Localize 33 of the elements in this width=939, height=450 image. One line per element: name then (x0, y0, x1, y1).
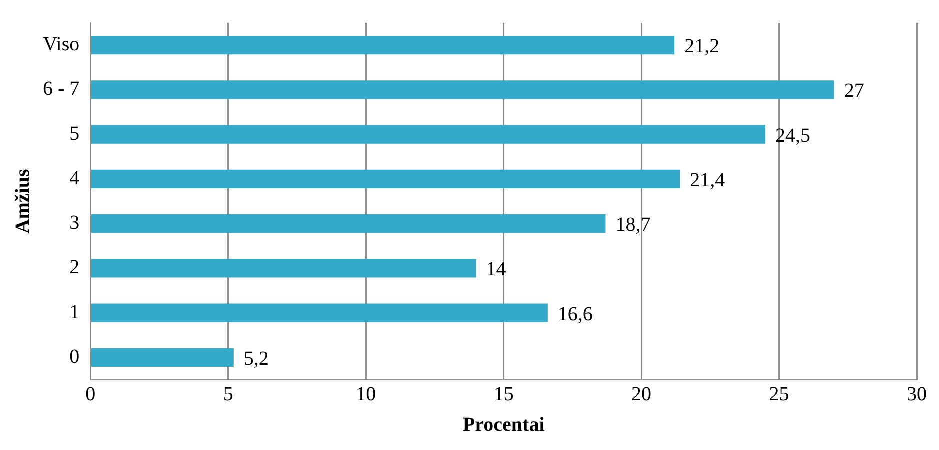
y-axis-title: Amžius (12, 169, 34, 234)
y-tick-label: 5 (70, 122, 80, 145)
data-label: 21,4 (690, 169, 726, 192)
bar (91, 304, 548, 322)
y-tick-label: 1 (70, 301, 80, 324)
y-tick-label: Viso (43, 34, 80, 56)
x-tick-label: 5 (223, 383, 234, 406)
x-tick-label: 10 (356, 383, 376, 406)
x-axis-title: Procentai (462, 414, 546, 436)
bar (91, 36, 675, 55)
bar (91, 259, 476, 278)
data-label: 24,5 (776, 124, 811, 147)
data-label: 16,6 (558, 303, 593, 326)
data-label: 18,7 (616, 214, 651, 236)
y-tick-label: 3 (70, 212, 80, 234)
x-tick-label: 30 (907, 383, 927, 406)
y-tick-label: 2 (70, 256, 80, 279)
y-tick-label: 6 - 7 (42, 78, 80, 100)
bar (91, 125, 766, 144)
x-tick-label: 20 (632, 383, 652, 406)
data-label: 14 (486, 258, 506, 281)
x-tick-label: 15 (494, 383, 514, 406)
x-tick-label: 0 (86, 383, 96, 406)
data-label: 21,2 (684, 36, 720, 58)
bar (91, 348, 234, 368)
bar (91, 170, 680, 189)
data-label: 5,2 (244, 348, 269, 370)
bar (91, 80, 834, 100)
bar (91, 214, 606, 234)
data-label: 27 (844, 80, 864, 102)
y-tick-label: 4 (70, 167, 80, 190)
x-tick-label: 25 (769, 383, 790, 406)
y-tick-label: 0 (70, 346, 80, 368)
